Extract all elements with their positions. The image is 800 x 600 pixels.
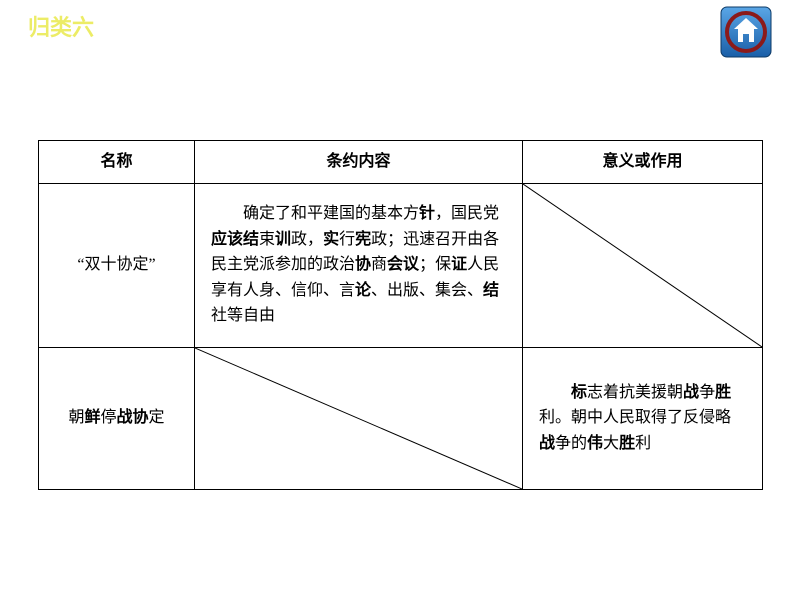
col-header-meaning: 意义或作用: [523, 141, 763, 184]
cell-content-2-empty: [195, 347, 523, 489]
home-icon: [720, 6, 772, 58]
diagonal-slash-icon: [195, 348, 522, 489]
diagonal-slash-icon: [523, 184, 762, 347]
page-title: 归类六: [28, 10, 94, 42]
cell-name-2: 朝鲜停战协定: [39, 347, 195, 489]
cell-name-1: “双十协定”: [39, 183, 195, 347]
col-header-content: 条约内容: [195, 141, 523, 184]
table-row: “双十协定” 确定了和平建国的基本方针，国民党应该结束训政，实行宪政；迅速召开由…: [39, 183, 763, 347]
treaty-table: 名称 条约内容 意义或作用 “双十协定” 确定了和平建国的基本方针，国民党应该结…: [38, 140, 763, 490]
table-header-row: 名称 条约内容 意义或作用: [39, 141, 763, 184]
cell-content-1: 确定了和平建国的基本方针，国民党应该结束训政，实行宪政；迅速召开由各民主党派参加…: [195, 183, 523, 347]
table-row: 朝鲜停战协定 标志着抗美援朝战争胜利。朝中人民取得了反侵略战争的伟大胜利: [39, 347, 763, 489]
cell-meaning-1-empty: [523, 183, 763, 347]
col-header-name: 名称: [39, 141, 195, 184]
cell-meaning-2: 标志着抗美援朝战争胜利。朝中人民取得了反侵略战争的伟大胜利: [523, 347, 763, 489]
home-button[interactable]: [720, 6, 772, 58]
